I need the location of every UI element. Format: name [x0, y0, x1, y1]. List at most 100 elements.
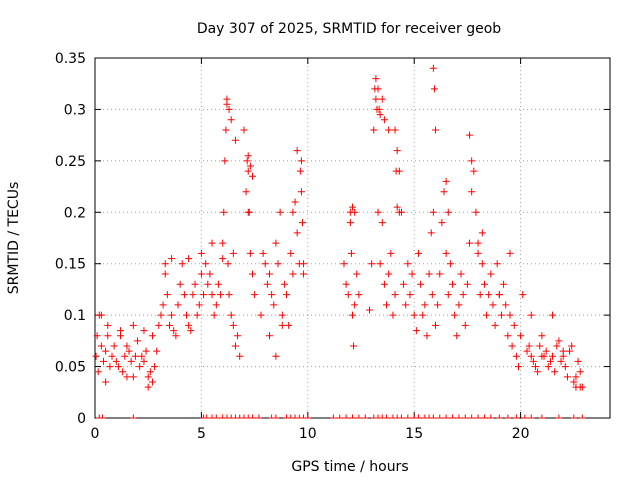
zero-marker: [283, 414, 290, 419]
data-point: [512, 352, 520, 360]
data-point: [248, 172, 256, 180]
data-point: [551, 368, 559, 376]
data-point: [195, 301, 203, 309]
data-point: [119, 368, 127, 376]
data-point: [378, 95, 386, 103]
data-point: [557, 357, 565, 365]
y-tick-label: 0.1: [64, 308, 86, 324]
data-point: [246, 249, 254, 257]
data-point: [168, 255, 176, 263]
zero-marker: [487, 414, 494, 419]
data-point: [248, 270, 256, 278]
zero-marker: [272, 414, 279, 419]
data-point: [102, 378, 110, 386]
data-point: [453, 332, 461, 340]
data-point: [476, 291, 484, 299]
data-point: [546, 357, 554, 365]
data-point: [136, 363, 144, 371]
zero-marker: [504, 414, 511, 419]
data-point: [293, 229, 301, 237]
zero-marker: [343, 414, 350, 419]
data-point: [231, 342, 239, 350]
data-point: [506, 249, 514, 257]
data-point: [300, 260, 308, 268]
zero-marker: [481, 414, 488, 419]
data-point: [423, 332, 431, 340]
zero-marker: [570, 414, 577, 419]
data-point: [374, 85, 382, 93]
data-point: [380, 280, 388, 288]
data-point: [224, 260, 232, 268]
data-point: [280, 280, 288, 288]
data-point: [291, 198, 299, 206]
y-tick-labels: 0 0.05 0.1 0.15 0.2 0.25 0.3 0.35: [55, 51, 86, 427]
data-point: [266, 270, 274, 278]
data-point: [428, 291, 436, 299]
data-point: [480, 280, 488, 288]
data-point: [274, 260, 282, 268]
data-point: [438, 219, 446, 227]
zero-marker: [415, 414, 422, 419]
y-tick-label: 0.35: [55, 51, 86, 67]
x-axis-label: GPS time / hours: [291, 459, 408, 475]
zero-marker: [449, 414, 456, 419]
zero-marker: [268, 414, 275, 419]
data-point: [349, 311, 356, 319]
data-point: [97, 311, 105, 319]
data-point: [568, 342, 576, 350]
x-tick-label: 0: [91, 426, 100, 442]
data-point: [244, 167, 252, 175]
data-point: [270, 301, 278, 309]
zero-marker: [245, 414, 252, 419]
data-point: [525, 342, 533, 350]
data-point: [410, 311, 418, 319]
data-point: [259, 249, 267, 257]
data-point: [449, 280, 457, 288]
data-point: [555, 337, 563, 345]
zero-marker: [426, 414, 433, 419]
data-point: [296, 167, 304, 175]
data-point: [106, 363, 114, 371]
zero-marker: [398, 414, 405, 419]
data-point: [489, 301, 497, 309]
data-point: [483, 311, 491, 319]
data-point: [576, 368, 584, 376]
data-point: [208, 291, 216, 299]
data-point: [94, 368, 102, 376]
zero-marker: [579, 414, 586, 419]
data-point: [225, 105, 233, 113]
data-point: [350, 342, 358, 350]
data-point: [144, 383, 152, 391]
data-point: [289, 270, 297, 278]
data-point: [231, 136, 239, 144]
y-tick-label: 0.05: [55, 360, 86, 376]
data-point: [142, 347, 150, 355]
data-point: [474, 249, 482, 257]
data-point: [297, 157, 305, 165]
data-point: [266, 332, 274, 340]
data-point: [404, 260, 412, 268]
data-point: [368, 260, 376, 268]
data-point: [385, 126, 393, 134]
data-point: [159, 301, 167, 309]
data-point: [183, 311, 191, 319]
y-tick-label: 0.15: [55, 257, 86, 273]
y-tick-label: 0: [77, 411, 86, 427]
data-point: [544, 363, 552, 371]
data-point: [442, 249, 450, 257]
data-point: [112, 357, 120, 365]
data-point: [344, 291, 352, 299]
data-point: [574, 357, 582, 365]
data-point: [244, 152, 252, 160]
data-points: [92, 64, 586, 391]
data-point: [504, 332, 512, 340]
data-point: [244, 208, 252, 216]
zero-marker: [404, 414, 411, 419]
data-point: [210, 311, 218, 319]
zero-marker: [375, 414, 382, 419]
zero-marker: [443, 414, 450, 419]
zero-marker: [513, 414, 520, 419]
data-point: [523, 347, 531, 355]
data-point: [180, 291, 188, 299]
data-point: [278, 321, 286, 329]
